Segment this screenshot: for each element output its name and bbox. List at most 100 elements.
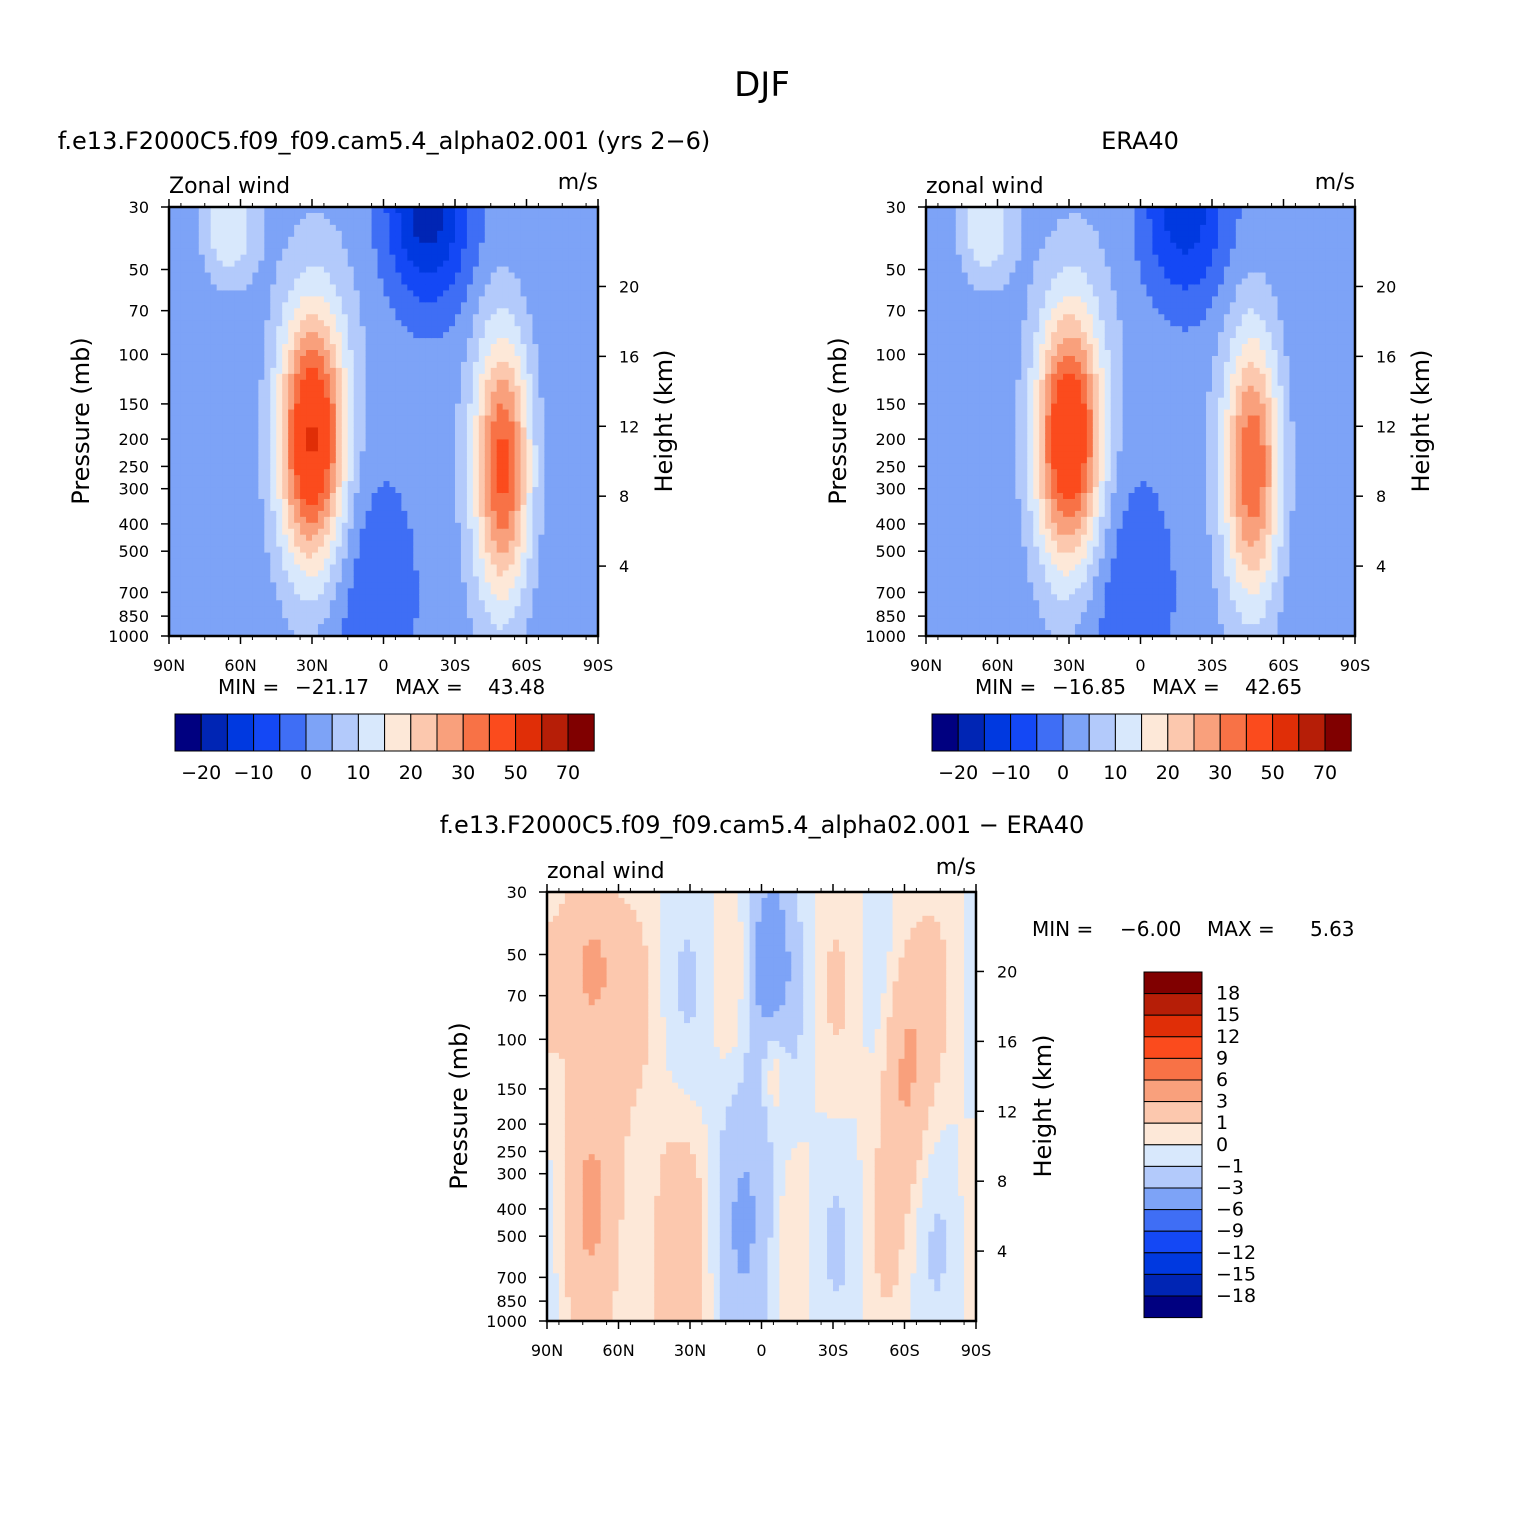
field-cell bbox=[443, 493, 450, 500]
field-cell bbox=[496, 260, 504, 268]
field-cell bbox=[562, 361, 569, 369]
field-cell bbox=[472, 570, 480, 578]
field-cell bbox=[568, 296, 575, 303]
field-cell bbox=[288, 451, 295, 458]
field-cell bbox=[562, 355, 569, 363]
field-cell bbox=[276, 576, 283, 583]
field-cell bbox=[252, 230, 259, 238]
field-cell bbox=[216, 498, 224, 506]
field-cell bbox=[228, 522, 236, 530]
field-cell bbox=[496, 403, 504, 411]
field-cell bbox=[496, 475, 504, 482]
field-cell bbox=[282, 391, 289, 399]
field-cell bbox=[347, 552, 355, 560]
field-cell bbox=[288, 218, 295, 226]
field-cell bbox=[395, 600, 402, 607]
field-cell bbox=[544, 361, 551, 369]
field-cell bbox=[210, 510, 218, 518]
field-cell bbox=[234, 510, 242, 518]
field-cell bbox=[240, 242, 248, 250]
field-cell bbox=[538, 224, 545, 232]
field-cell bbox=[174, 481, 182, 488]
field-cell bbox=[568, 445, 575, 452]
field-cell bbox=[306, 212, 313, 220]
field-cell bbox=[383, 278, 391, 286]
field-cell bbox=[282, 606, 289, 613]
field-cell bbox=[520, 248, 528, 256]
field-cell bbox=[258, 242, 265, 250]
field-cell bbox=[335, 242, 343, 250]
field-cell bbox=[449, 272, 456, 280]
field-cell bbox=[317, 397, 325, 405]
field-cell bbox=[192, 284, 200, 292]
field-cell bbox=[365, 332, 373, 339]
field-cell bbox=[455, 582, 462, 589]
field-cell bbox=[270, 260, 277, 268]
field-cell bbox=[288, 504, 295, 512]
field-cell bbox=[460, 421, 468, 429]
field-cell bbox=[371, 469, 379, 476]
field-cell bbox=[443, 594, 450, 601]
field-cell bbox=[192, 588, 200, 595]
field-cell bbox=[252, 272, 259, 280]
field-cell bbox=[419, 528, 426, 536]
field-cell bbox=[276, 224, 283, 232]
field-cell bbox=[198, 344, 206, 351]
field-cell bbox=[389, 212, 397, 220]
field-cell bbox=[264, 248, 271, 256]
field-cell bbox=[544, 481, 551, 488]
field-cell bbox=[502, 207, 510, 214]
field-cell bbox=[383, 546, 391, 554]
field-cell bbox=[210, 481, 218, 488]
field-cell bbox=[484, 510, 492, 518]
field-cell bbox=[455, 564, 462, 572]
field-cell bbox=[401, 308, 408, 315]
field-cell bbox=[449, 445, 456, 452]
field-cell bbox=[460, 618, 468, 625]
field-cell bbox=[526, 290, 534, 297]
field-cell bbox=[306, 463, 313, 470]
field-cell bbox=[216, 373, 224, 381]
field-cell bbox=[460, 493, 468, 500]
field-cell bbox=[282, 582, 289, 589]
field-cell bbox=[520, 439, 528, 446]
field-cell bbox=[508, 260, 516, 268]
field-cell bbox=[395, 314, 402, 321]
field-cell bbox=[300, 558, 307, 566]
field-cell bbox=[419, 487, 426, 494]
field-cell bbox=[317, 350, 325, 357]
field-cell bbox=[496, 344, 504, 351]
field-cell bbox=[478, 350, 486, 357]
field-cell bbox=[210, 320, 218, 327]
field-cell bbox=[258, 350, 265, 357]
field-cell bbox=[425, 457, 432, 464]
field-cell bbox=[204, 361, 212, 369]
field-cell bbox=[288, 224, 295, 232]
field-cell bbox=[312, 230, 319, 238]
field-cell bbox=[192, 391, 200, 399]
field-cell bbox=[377, 624, 385, 631]
field-cell bbox=[198, 242, 206, 250]
field-cell bbox=[246, 230, 254, 238]
field-cell bbox=[300, 427, 307, 435]
field-cell bbox=[526, 582, 534, 589]
field-cell bbox=[413, 385, 420, 393]
field-cell bbox=[294, 481, 301, 488]
field-cell bbox=[568, 504, 575, 512]
field-cell bbox=[288, 302, 295, 309]
field-cell bbox=[538, 504, 545, 512]
field-cell bbox=[204, 266, 212, 274]
field-cell bbox=[455, 326, 462, 333]
field-cell bbox=[377, 290, 385, 297]
field-cell bbox=[204, 558, 212, 566]
field-cell bbox=[174, 445, 182, 452]
field-cell bbox=[186, 290, 194, 297]
field-cell bbox=[425, 284, 432, 292]
field-cell bbox=[210, 421, 218, 429]
field-cell bbox=[347, 534, 355, 542]
field-cell bbox=[234, 218, 242, 226]
field-cell bbox=[222, 493, 230, 500]
field-cell bbox=[395, 308, 402, 315]
field-cell bbox=[210, 618, 218, 625]
field-cell bbox=[192, 338, 200, 345]
